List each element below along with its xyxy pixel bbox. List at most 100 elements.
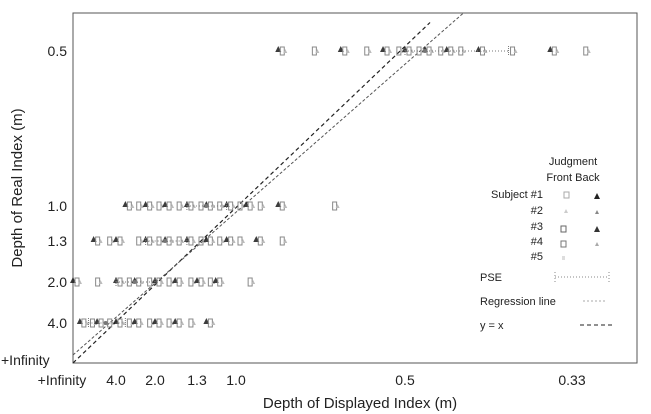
front-marker	[364, 46, 370, 56]
front-marker	[81, 318, 87, 328]
front-marker	[166, 201, 172, 211]
front-marker	[251, 204, 256, 208]
legend: Judgment Front Back Subject #1 #2 #3 #4 …	[480, 156, 612, 332]
data-point-group	[510, 46, 518, 56]
front-marker	[126, 318, 132, 328]
front-marker	[513, 49, 518, 53]
data-point-group	[337, 46, 350, 56]
data-point-group	[183, 236, 196, 246]
front-marker	[126, 201, 132, 211]
legend-front-4	[560, 240, 567, 248]
front-marker	[95, 236, 101, 246]
front-marker	[180, 204, 185, 208]
front-marker	[510, 46, 516, 56]
front-marker	[136, 318, 142, 328]
front-marker	[367, 49, 372, 53]
front-marker	[166, 318, 172, 328]
data-point-group	[70, 277, 82, 287]
legend-regression-label: Regression line	[480, 296, 556, 308]
data-point-group	[142, 201, 155, 211]
front-marker	[231, 204, 236, 208]
data-point-group	[113, 236, 125, 246]
pse-markers	[87, 46, 510, 328]
data-point-group	[152, 318, 164, 328]
data-point-group	[176, 201, 185, 211]
front-marker	[78, 280, 82, 284]
front-marker	[188, 277, 194, 287]
front-marker	[438, 46, 444, 56]
front-marker	[311, 46, 317, 56]
legend-subject-1: Subject #1	[491, 189, 543, 201]
y-axis-title: Depth of Real Index (m)	[9, 108, 26, 267]
front-marker	[261, 239, 266, 243]
y-tick-label: 0.5	[48, 43, 68, 59]
front-marker	[220, 280, 225, 284]
front-marker	[211, 321, 216, 325]
data-point-group	[547, 46, 560, 56]
front-marker	[156, 318, 162, 328]
legend-subject-3: #3	[531, 221, 543, 233]
data-point-group	[95, 277, 103, 287]
front-marker	[283, 49, 288, 53]
data-point-group	[247, 277, 256, 287]
pse-point	[103, 321, 108, 325]
front-marker	[147, 201, 153, 211]
legend-back-4	[595, 242, 599, 246]
data-point-group	[275, 201, 288, 211]
front-marker	[335, 204, 340, 208]
front-marker	[279, 236, 285, 246]
data-point-group	[223, 236, 236, 246]
data-point-group	[194, 277, 206, 287]
front-marker	[107, 236, 113, 246]
front-marker	[345, 49, 350, 53]
identity-line	[72, 22, 431, 364]
legend-back-2	[595, 210, 599, 214]
front-marker	[156, 201, 162, 211]
front-marker	[207, 318, 213, 328]
front-marker	[191, 239, 196, 243]
data-point-group	[279, 236, 288, 246]
legend-back-1	[594, 193, 600, 199]
data-point-group	[76, 318, 89, 328]
data-point-group	[332, 201, 340, 211]
data-markers	[70, 46, 591, 328]
legend-subject-4: #4	[531, 236, 543, 248]
front-marker	[283, 239, 288, 243]
data-point-group	[364, 46, 372, 56]
data-point-group	[380, 46, 393, 56]
front-marker	[176, 277, 182, 287]
pse-point	[204, 204, 209, 208]
regression-line	[72, 12, 464, 356]
y-tick-label: 2.0	[48, 274, 68, 290]
legend-header-front-back: Front Back	[546, 172, 600, 184]
front-marker	[583, 46, 589, 56]
data-point-group	[275, 46, 288, 56]
data-point-group	[162, 201, 175, 211]
front-marker	[279, 201, 285, 211]
front-marker	[251, 280, 256, 284]
front-marker	[150, 204, 155, 208]
front-marker	[139, 280, 144, 284]
front-marker	[261, 204, 266, 208]
y-axis-ticks: +Infinity 4.0 2.0 1.3 1.0 0.5	[1, 43, 67, 368]
legend-pse-label: PSE	[480, 272, 502, 284]
front-marker	[176, 318, 182, 328]
pse-point	[423, 49, 428, 53]
front-marker	[279, 46, 285, 56]
front-marker	[180, 321, 185, 325]
data-point-group	[172, 277, 185, 287]
front-marker	[84, 321, 89, 325]
x-axis-ticks: +Infinity 4.0 2.0 1.3 1.0 0.5 0.33	[38, 372, 586, 388]
front-marker	[555, 49, 560, 53]
pse-point	[132, 280, 137, 284]
data-point-group	[122, 201, 135, 211]
legend-front-1	[563, 191, 570, 199]
front-marker	[207, 277, 213, 287]
front-marker	[551, 46, 557, 56]
front-marker	[180, 280, 185, 284]
front-marker	[217, 277, 223, 287]
front-marker	[136, 236, 142, 246]
front-marker	[231, 239, 236, 243]
front-marker	[217, 236, 223, 246]
